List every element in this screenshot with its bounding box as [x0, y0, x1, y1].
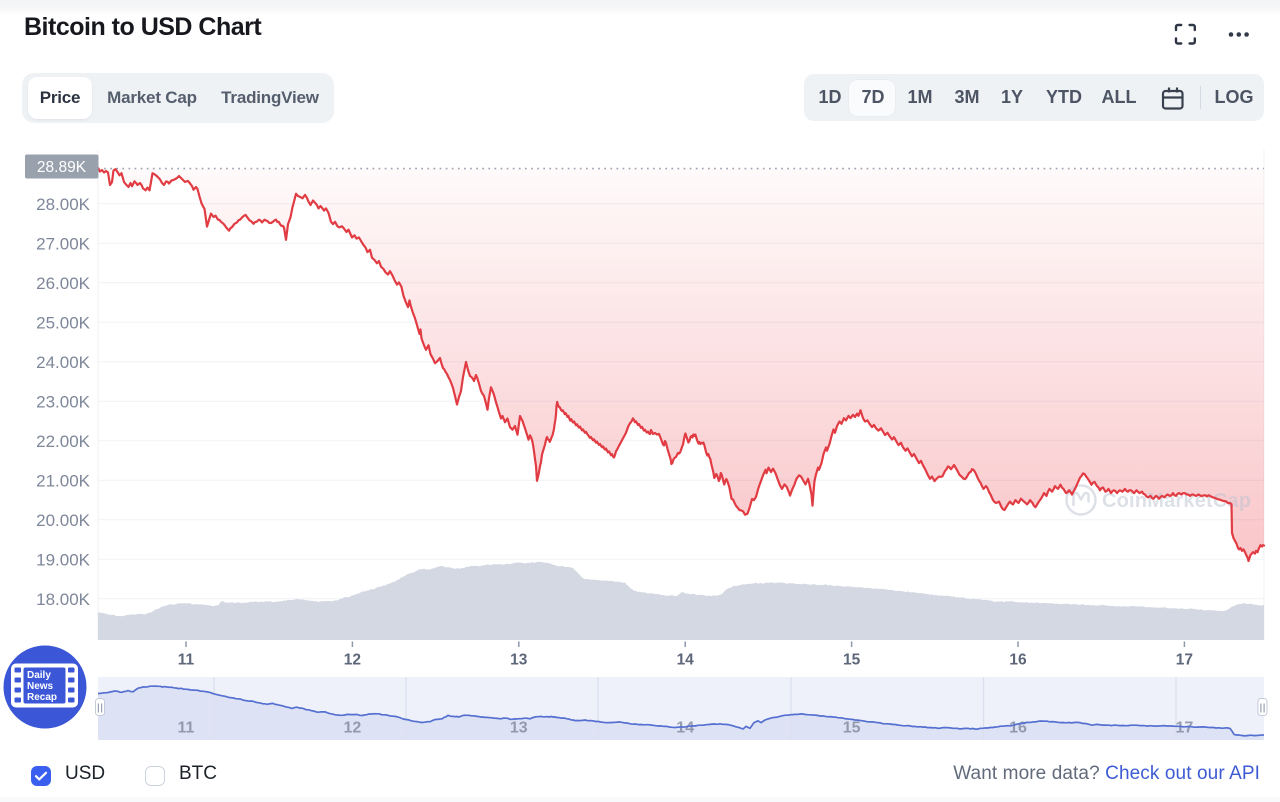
svg-text:11: 11	[178, 652, 195, 669]
svg-text:28.00K: 28.00K	[36, 195, 91, 214]
svg-text:28.89K: 28.89K	[37, 159, 87, 176]
svg-text:17: 17	[1176, 720, 1194, 737]
svg-text:23.00K: 23.00K	[36, 392, 91, 411]
svg-text:14: 14	[676, 720, 694, 737]
svg-text:News: News	[27, 681, 54, 692]
svg-text:20.00K: 20.00K	[36, 511, 91, 530]
svg-text:15: 15	[843, 720, 861, 737]
svg-text:26.00K: 26.00K	[36, 274, 91, 293]
svg-text:13: 13	[510, 652, 528, 669]
svg-text:15: 15	[843, 652, 861, 669]
svg-text:13: 13	[510, 720, 528, 737]
svg-text:Recap: Recap	[27, 692, 57, 703]
svg-text:16: 16	[1009, 720, 1027, 737]
svg-text:25.00K: 25.00K	[36, 313, 91, 332]
svg-text:12: 12	[344, 652, 361, 669]
svg-text:22.00K: 22.00K	[36, 432, 91, 451]
svg-text:14: 14	[677, 652, 695, 669]
svg-text:18.00K: 18.00K	[36, 590, 91, 609]
svg-text:16: 16	[1009, 652, 1027, 669]
svg-text:CoinMarketCap: CoinMarketCap	[1102, 490, 1251, 512]
svg-text:17: 17	[1176, 652, 1193, 669]
svg-text:12: 12	[344, 720, 362, 737]
svg-text:Daily: Daily	[27, 670, 51, 681]
svg-text:27.00K: 27.00K	[36, 234, 91, 253]
svg-text:24.00K: 24.00K	[36, 353, 91, 372]
svg-text:21.00K: 21.00K	[36, 471, 91, 490]
svg-text:19.00K: 19.00K	[36, 550, 91, 569]
svg-text:11: 11	[178, 720, 195, 737]
